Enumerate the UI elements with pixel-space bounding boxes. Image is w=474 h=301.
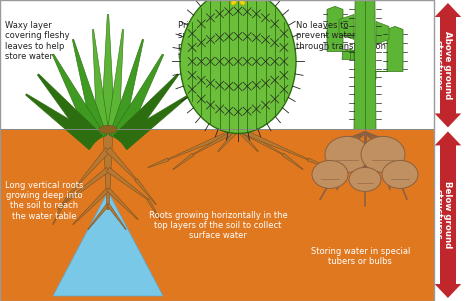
Polygon shape	[435, 3, 461, 17]
Text: No leaves to
prevent water loss
through transpiration: No leaves to prevent water loss through …	[296, 21, 386, 51]
Polygon shape	[101, 14, 115, 129]
Bar	[0, 129, 434, 301]
Bar	[440, 15, 456, 115]
Ellipse shape	[361, 136, 405, 172]
Text: Roots growing horizontally in the
top layers of the soil to collect
surface wate: Roots growing horizontally in the top la…	[149, 211, 287, 240]
Text: Prickles and
spikes on stem to
proctect against
thirsty animals: Prickles and spikes on stem to proctect …	[178, 21, 252, 61]
Polygon shape	[53, 204, 64, 225]
Polygon shape	[53, 191, 163, 296]
Polygon shape	[73, 188, 109, 225]
Polygon shape	[107, 188, 138, 220]
Polygon shape	[118, 94, 191, 150]
Polygon shape	[26, 94, 99, 150]
Polygon shape	[113, 74, 179, 147]
Polygon shape	[435, 113, 461, 127]
Polygon shape	[237, 128, 283, 155]
Polygon shape	[107, 203, 126, 230]
Polygon shape	[308, 158, 328, 168]
Text: Examples
Below ground
structures: Examples Below ground structures	[433, 181, 463, 248]
Text: Long vertical roots
growing deep into
the soil to reach
the water table: Long vertical roots growing deep into th…	[5, 181, 83, 221]
Polygon shape	[63, 167, 109, 205]
Ellipse shape	[99, 126, 117, 133]
Polygon shape	[354, 0, 376, 129]
Polygon shape	[173, 153, 194, 170]
Polygon shape	[147, 199, 160, 219]
Polygon shape	[88, 203, 109, 230]
Polygon shape	[135, 178, 156, 205]
Polygon shape	[342, 49, 358, 59]
Polygon shape	[107, 29, 124, 135]
Polygon shape	[148, 158, 169, 168]
Ellipse shape	[325, 136, 369, 172]
Polygon shape	[237, 127, 308, 160]
Polygon shape	[376, 21, 389, 45]
Polygon shape	[193, 128, 239, 155]
Polygon shape	[237, 128, 258, 152]
Polygon shape	[168, 127, 239, 160]
Polygon shape	[435, 132, 461, 145]
Polygon shape	[73, 39, 107, 139]
Polygon shape	[282, 153, 303, 170]
Ellipse shape	[312, 160, 348, 188]
Ellipse shape	[239, 0, 245, 5]
Polygon shape	[103, 129, 113, 209]
Ellipse shape	[349, 167, 381, 191]
Polygon shape	[111, 54, 164, 143]
Text: Examples:
Above ground
structures: Examples: Above ground structures	[433, 31, 463, 99]
Polygon shape	[78, 147, 110, 185]
Polygon shape	[218, 128, 239, 152]
Ellipse shape	[382, 160, 418, 188]
Polygon shape	[58, 184, 79, 209]
Text: Waxy layer
covering fleshy
leaves to help
store water: Waxy layer covering fleshy leaves to hel…	[5, 21, 69, 61]
Polygon shape	[109, 39, 144, 139]
Polygon shape	[327, 6, 362, 59]
Polygon shape	[339, 14, 354, 39]
Polygon shape	[52, 54, 105, 143]
Polygon shape	[107, 167, 148, 200]
Polygon shape	[92, 29, 109, 135]
Polygon shape	[106, 147, 137, 180]
Text: Storing water in special
tubers or bulbs: Storing water in special tubers or bulbs	[310, 247, 410, 266]
Polygon shape	[368, 26, 403, 79]
Bar	[440, 144, 456, 286]
Ellipse shape	[180, 0, 296, 133]
Ellipse shape	[231, 0, 237, 5]
Polygon shape	[37, 74, 103, 147]
Polygon shape	[435, 284, 461, 298]
